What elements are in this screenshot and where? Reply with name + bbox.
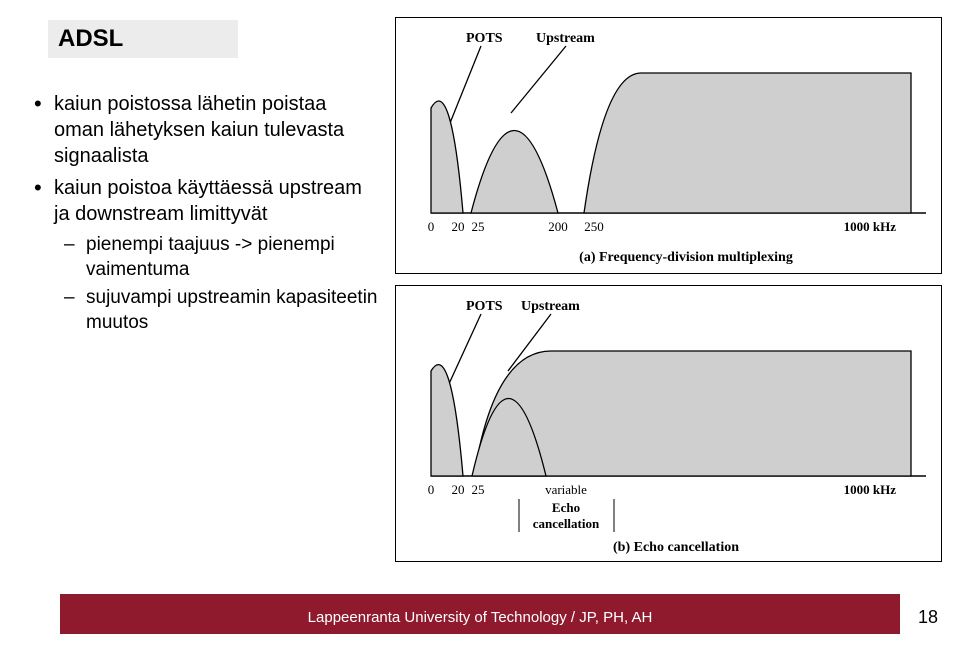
tick-variable-b: variable [545, 482, 587, 497]
slide: ADSL kaiun poistossa lähetin poistaa oma… [0, 0, 960, 650]
footer-text: Lappeenranta University of Technology / … [78, 609, 882, 626]
bullet-list: kaiun poistossa lähetin poistaa oman läh… [20, 85, 380, 340]
tick-20: 20 [452, 219, 465, 234]
page-number: 18 [918, 607, 938, 628]
bullet-level-2: sujuvampi upstreamin kapasiteetin muutos [64, 286, 380, 335]
bullet-level-1: kaiun poistossa lähetin poistaa oman läh… [34, 91, 380, 169]
figure-fdm: POTS Upstream Downstream 0 20 25 200 250… [395, 17, 942, 274]
tick-250: 250 [584, 219, 604, 234]
figure-echo-cancellation: POTS Upstream Downstream 0 20 25 variabl… [395, 285, 942, 562]
tick-0: 0 [428, 219, 435, 234]
label-upstream: Upstream [536, 31, 595, 46]
tick-20-b: 20 [452, 482, 465, 497]
bullet-level-2: pienempi taajuus -> pienempi vaimentuma [64, 233, 380, 282]
label-pots-b: POTS [466, 299, 503, 314]
label-upstream-b: Upstream [521, 299, 580, 314]
tick-200: 200 [548, 219, 568, 234]
tick-0-b: 0 [428, 482, 435, 497]
tick-25: 25 [472, 219, 485, 234]
tick-1000: 1000 kHz [844, 219, 897, 234]
label-pots: POTS [466, 31, 503, 46]
slide-title: ADSL [48, 20, 238, 58]
echo-label-2: cancellation [533, 516, 600, 531]
caption-b: (b) Echo cancellation [613, 540, 739, 555]
bullet-level-1: kaiun poistoa käyttäessä upstream ja dow… [34, 175, 380, 227]
caption-a: (a) Frequency-division multiplexing [579, 250, 793, 265]
tick-1000-b: 1000 kHz [844, 482, 897, 497]
tick-25-b: 25 [472, 482, 485, 497]
footer-bar: Lappeenranta University of Technology / … [60, 600, 900, 634]
echo-label-1: Echo [552, 500, 580, 515]
